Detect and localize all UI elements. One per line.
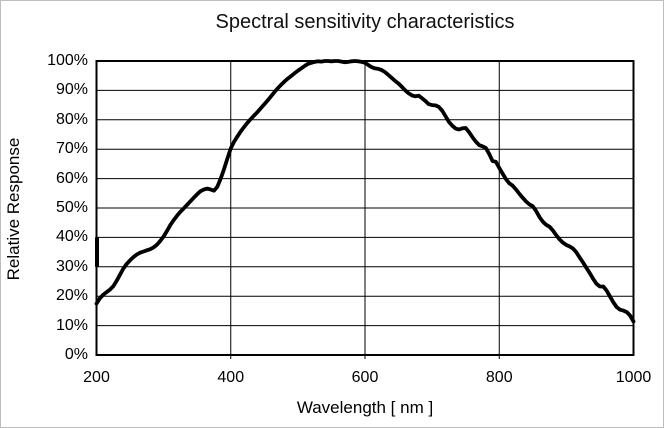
y-tick-label: 60% (55, 169, 88, 187)
y-tick-label: 0% (64, 346, 88, 363)
y-tick-label: 80% (55, 110, 88, 128)
x-tick-label: 200 (83, 369, 110, 386)
x-tick-label: 600 (351, 369, 379, 386)
chart-title: Spectral sensitivity characteristics (215, 11, 515, 33)
x-axis-label: Wavelength [ nm ] (296, 398, 434, 417)
x-tick-label: 1000 (615, 369, 652, 386)
y-tick-label: 30% (55, 257, 88, 275)
sensitivity-curve (94, 59, 636, 324)
y-tick-label: 20% (55, 287, 88, 305)
y-tick-label: 40% (55, 228, 88, 246)
x-tick-label: 400 (217, 369, 245, 386)
y-tick-label: 10% (55, 316, 88, 334)
x-tick-label: 800 (485, 369, 513, 386)
y-tick-label: 70% (55, 140, 88, 158)
y-tick-label: 100% (47, 52, 88, 69)
y-tick-label: 90% (55, 81, 88, 99)
y-tick-label: 50% (55, 199, 88, 216)
